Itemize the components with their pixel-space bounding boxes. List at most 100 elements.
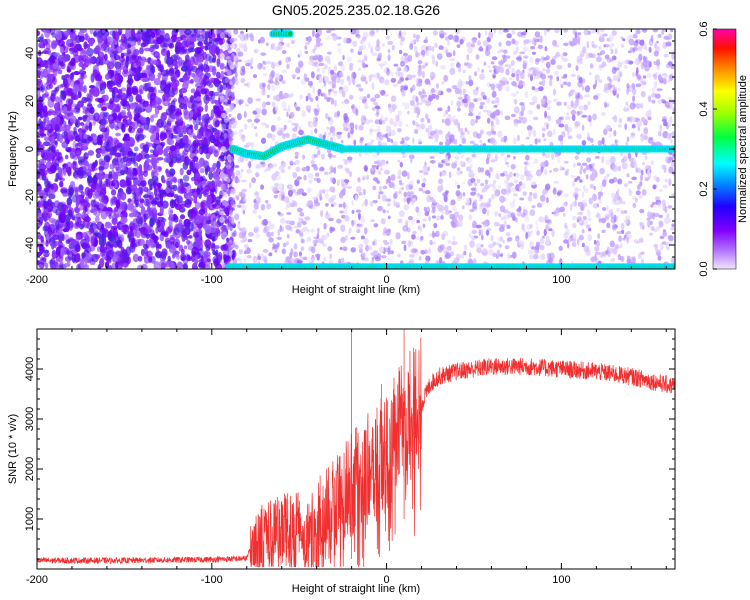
spectrogram-cell [407, 110, 410, 115]
spectrogram-cell [59, 180, 64, 188]
spectrogram-cell [182, 74, 190, 82]
spectrogram-cell [180, 34, 187, 41]
spectrogram-cell [237, 223, 241, 230]
spectrogram-cell [620, 210, 625, 215]
spectrogram-cell [635, 190, 641, 196]
spectrogram-cell [443, 74, 449, 82]
spectrogram-cell [110, 123, 115, 130]
spectrogram-cell [450, 220, 455, 225]
spectrogram-cell [236, 178, 241, 183]
spectrogram-cell [195, 54, 203, 63]
spectrogram-cell [265, 101, 271, 106]
spectrogram-cell [522, 60, 528, 67]
spectrogram-cell [86, 34, 90, 42]
spectrogram-cell [584, 85, 591, 93]
spectrogram-cell [38, 164, 46, 169]
spectrogram-cell [612, 86, 618, 91]
spectrogram-cell [626, 173, 630, 178]
spectrogram-cell [582, 168, 587, 174]
spectrogram-cell [338, 192, 344, 199]
spectrogram-cell [181, 150, 186, 156]
spectrogram-cell [168, 42, 175, 49]
spectrogram-cell [372, 185, 377, 191]
spectrogram-cell [111, 217, 118, 226]
spectrogram-cell [658, 220, 664, 228]
spectrogram-cell [37, 85, 41, 95]
spectrogram-cell [278, 183, 284, 190]
spectrogram-cell [306, 236, 312, 243]
spectrogram-cell [220, 244, 227, 251]
spectrogram-cell [43, 249, 50, 254]
spectrogram-cell [412, 137, 415, 144]
spectrogram-cell [198, 263, 202, 268]
spectrogram-cell [493, 29, 497, 34]
spectrogram-cell [468, 79, 474, 87]
spectrogram-cell [582, 77, 586, 84]
spectrogram-cell [507, 236, 513, 242]
spectrogram-cell [417, 138, 422, 144]
spectrogram-cell [411, 234, 416, 240]
spectrogram-cell [397, 71, 404, 79]
spectrogram-cell [503, 135, 508, 141]
spectrogram-cell [315, 95, 319, 102]
spectrogram-cell [194, 201, 201, 210]
spectrogram-cell [323, 257, 327, 262]
spectrogram-cell [436, 53, 443, 60]
spectrogram-cell [255, 132, 258, 137]
spectrogram-cell [635, 29, 641, 35]
spectrogram-cell [537, 138, 542, 143]
spectrogram-cell [43, 136, 49, 142]
spectrogram-cell [135, 192, 142, 202]
spectrogram-cell [261, 101, 267, 109]
spectrogram-cell [176, 125, 185, 134]
spectrogram-cell [37, 151, 40, 157]
spectrogram-cell [402, 101, 405, 107]
spectrogram-cell [52, 40, 59, 47]
spectrogram-cell [211, 65, 217, 76]
spectrogram-cell [223, 132, 227, 140]
spectrogram-cell [137, 29, 144, 35]
spectrogram-cell [467, 46, 473, 54]
spectrogram-cell [150, 114, 154, 123]
spectrogram-cell [620, 229, 625, 234]
spectrogram-cell [520, 174, 525, 181]
spectrogram-cell [491, 194, 498, 198]
spectrogram-cell [240, 239, 246, 244]
spectrogram-cell [563, 160, 569, 164]
spectrogram-cell [289, 111, 295, 119]
spectrogram-cell [66, 197, 73, 206]
spectrogram-cell [358, 192, 363, 196]
spectrogram-cell [118, 55, 125, 63]
spectrogram-cell [277, 116, 281, 122]
spectrogram-cell [308, 59, 314, 66]
spectrogram-cell [374, 93, 381, 99]
spectrogram-cell [312, 86, 315, 95]
spectrogram-cell [591, 53, 596, 59]
spectrogram-cell [60, 126, 67, 132]
spectrogram-cell [549, 74, 553, 80]
spectrogram-cell [43, 141, 51, 147]
spectrogram-cell [398, 68, 402, 72]
spectrogram-cell [532, 192, 538, 200]
spectrogram-cell [281, 248, 287, 255]
spectrogram-cell [250, 65, 254, 70]
spectrogram-cell [476, 67, 481, 73]
spectrogram-cell [37, 209, 42, 214]
spectrogram-cell [657, 202, 662, 208]
spectrogram-cell [305, 105, 312, 111]
spectrogram-cell [233, 190, 236, 195]
spectrogram-cell [427, 246, 432, 255]
spectrogram-cell [434, 42, 438, 48]
spectrogram-cell [371, 52, 378, 57]
spectrogram-cell [164, 157, 171, 164]
spectrogram-cell [203, 254, 208, 264]
spectrogram-cell [291, 92, 294, 97]
spectrogram-cell [279, 217, 286, 224]
spectrogram-cell [52, 76, 57, 86]
spectrogram-cell [162, 42, 169, 48]
spectrogram-cell [472, 38, 477, 43]
spectrogram-cell [231, 130, 234, 138]
spectrogram-cell [120, 99, 128, 107]
spectrogram-cell [150, 134, 157, 143]
spectrogram-cell [415, 96, 419, 103]
